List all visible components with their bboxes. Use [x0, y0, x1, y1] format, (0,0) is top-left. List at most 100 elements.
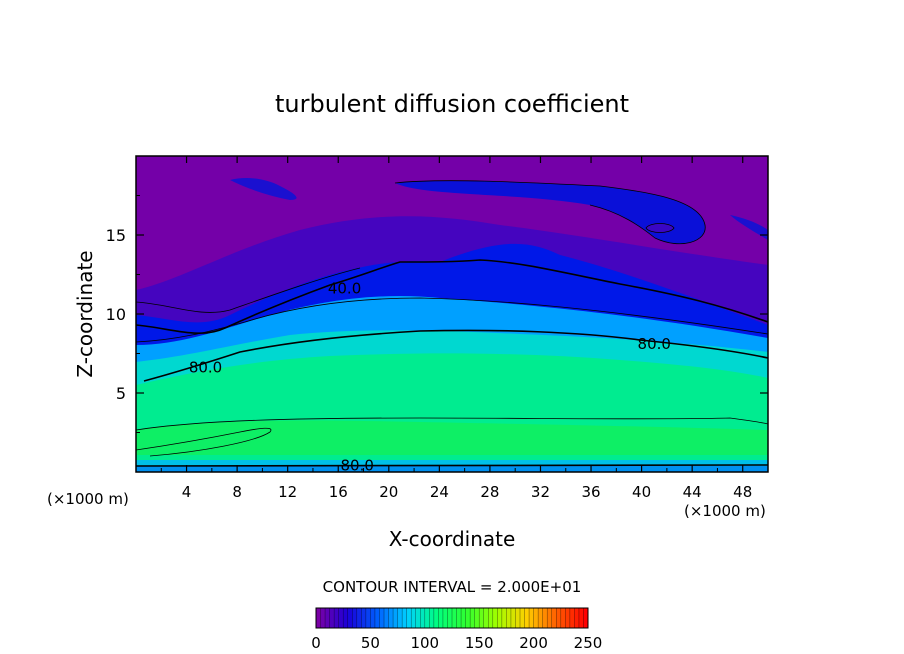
colorbar: [315, 607, 589, 629]
y-axis-ticks: 5 10 15: [106, 195, 768, 433]
colorbar-band: [325, 608, 330, 628]
colorbar-band: [438, 608, 444, 628]
colorbar-band: [538, 608, 544, 628]
upper-left-streak: [230, 178, 297, 200]
colorbar-band: [397, 608, 403, 628]
colorbar-band: [533, 608, 539, 628]
colorbar-band: [316, 608, 321, 628]
colorbar-band: [461, 608, 466, 628]
colorbar-band: [361, 608, 367, 628]
colorbar-tick-label: 150: [465, 634, 494, 652]
colorbar-band: [343, 608, 349, 628]
contour-80: [143, 329, 768, 382]
colorbar-band: [415, 608, 421, 628]
colorbar-band: [447, 608, 453, 628]
contour-label: 80.0: [638, 335, 671, 353]
colorbar-band: [338, 608, 344, 628]
contour-label-group: 40.0 80.0 80.0 80.0: [189, 280, 671, 475]
colorbar-band: [329, 608, 335, 628]
colorbar-band: [542, 608, 548, 628]
colorbar-band: [506, 608, 512, 628]
colorbar-band: [551, 608, 557, 628]
colorbar-band: [424, 608, 430, 628]
colorbar-band: [452, 608, 457, 628]
x-tick-label: 8: [232, 483, 242, 501]
colorbar-band: [465, 608, 471, 628]
colorbar-band: [379, 608, 385, 628]
x-unit-right: (×1000 m): [684, 502, 766, 520]
colorbar-band: [406, 608, 412, 628]
colorbar-band: [456, 608, 462, 628]
colorbar-band: [370, 608, 376, 628]
colorbar-band: [433, 608, 439, 628]
x-tick-label: 24: [430, 483, 449, 501]
contour-blob-core: [645, 223, 675, 233]
y-axis-label: Z-coordinate: [73, 250, 97, 377]
colorbar-band: [384, 608, 389, 628]
colorbar-band: [388, 608, 394, 628]
right-edge-streak: [730, 215, 768, 240]
x-tick-label: 36: [581, 483, 600, 501]
colorbar-tick-label: 50: [361, 634, 380, 652]
colorbar-band: [429, 608, 435, 628]
colorbar-band: [374, 608, 380, 628]
contour-blob: [394, 180, 706, 245]
contour-100-inner: [136, 427, 272, 457]
x-tick-label: 20: [379, 483, 398, 501]
bottom-band-dark: [136, 466, 768, 472]
colorbar-band: [365, 608, 371, 628]
colorbar-band: [556, 608, 562, 628]
upper-blob-region: [395, 180, 706, 244]
colorbar-tick-label: 250: [574, 634, 603, 652]
contour-100-upper: [136, 417, 768, 431]
colorbar-band: [515, 608, 521, 628]
colorbar-band: [411, 608, 417, 628]
colorbar-tick-label: 100: [410, 634, 439, 652]
contour-interval-text: CONTOUR INTERVAL = 2.000E+01: [323, 578, 582, 596]
x-axis-ticks: 4 8 12 16 20 24 28 32 36 40 44 48: [160, 156, 752, 501]
colorbar-band: [420, 608, 426, 628]
contour-label: 40.0: [328, 280, 361, 298]
y-tick-label: 15: [106, 226, 126, 245]
colorbar-tick-label: 0: [311, 634, 321, 652]
colorbar-band: [583, 608, 589, 628]
colorbar-band: [529, 608, 534, 628]
colorbar-band: [474, 608, 480, 628]
colorbar-band: [574, 608, 580, 628]
colorbar-band: [402, 608, 408, 628]
colorbar-band: [483, 608, 489, 628]
contour-label: 80.0: [189, 359, 222, 377]
plot-area: [136, 156, 768, 472]
colorbar-band: [352, 608, 358, 628]
colorbar-frame: [315, 607, 589, 629]
colorbar-band: [501, 608, 507, 628]
x-tick-label: 4: [182, 483, 192, 501]
x-tick-label: 12: [278, 483, 297, 501]
colorbar-band: [393, 608, 398, 628]
x-tick-label: 16: [329, 483, 348, 501]
chart-title: turbulent diffusion coefficient: [275, 90, 629, 118]
x-tick-label: 28: [480, 483, 499, 501]
colorbar-tick-label: 200: [519, 634, 548, 652]
colorbar-band: [442, 608, 448, 628]
contour-upper-left: [136, 267, 361, 313]
bright-green-core: [136, 420, 768, 455]
x-unit-left: (×1000 m): [47, 490, 129, 508]
colorbar-band: [334, 608, 340, 628]
x-axis-label: X-coordinate: [389, 527, 516, 551]
colorbar-band: [569, 608, 575, 628]
colorbar-band: [565, 608, 571, 628]
colorbar-ticks: 0 50 100 150 200 250: [311, 634, 602, 652]
colorbar-band: [497, 608, 503, 628]
colorbar-band: [347, 608, 353, 628]
colorbar-band: [547, 608, 553, 628]
x-tick-label: 48: [733, 483, 752, 501]
x-tick-label: 44: [683, 483, 702, 501]
colorbar-band: [488, 608, 494, 628]
contour-40: [136, 259, 768, 335]
contour-60: [136, 297, 768, 343]
colorbar-band: [510, 608, 516, 628]
contour-label: 80.0: [340, 457, 373, 475]
x-tick-label: 32: [531, 483, 550, 501]
